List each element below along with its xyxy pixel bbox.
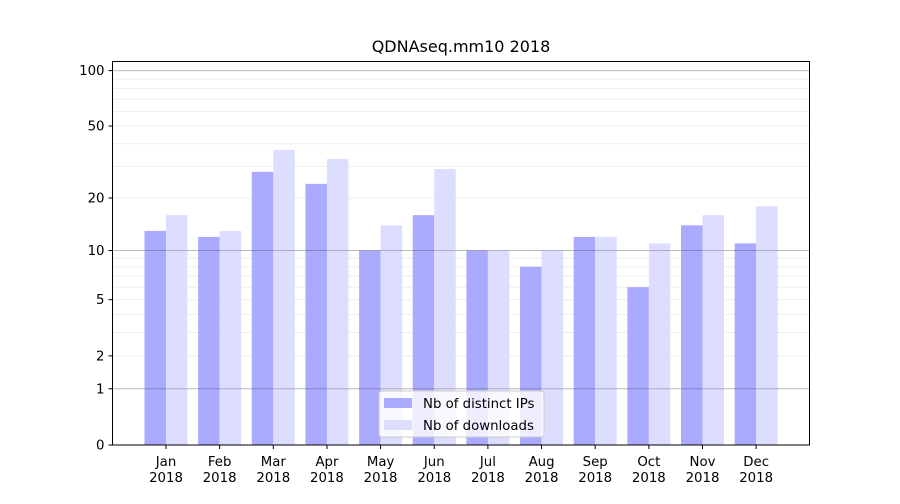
y-tick-label: 20 <box>88 192 105 207</box>
x-tick-label-month: Nov <box>690 455 716 470</box>
y-tick-label: 1 <box>96 382 104 397</box>
x-tick-label-year: 2018 <box>203 471 237 486</box>
x-tick-label-year: 2018 <box>578 471 612 486</box>
x-tick-label-month: Jan <box>155 455 177 470</box>
legend: Nb of distinct IPs Nb of downloads <box>378 390 545 438</box>
bar-downloads <box>541 250 564 445</box>
bar-distinct-ips <box>627 287 649 445</box>
bar-distinct-ips <box>359 250 381 445</box>
x-tick-label-year: 2018 <box>364 471 398 486</box>
bar-distinct-ips <box>734 243 757 445</box>
x-tick-label-month: Jun <box>423 455 445 470</box>
bar-downloads <box>273 149 295 445</box>
x-tick-label-year: 2018 <box>632 471 666 486</box>
y-tick-label: 10 <box>88 244 105 259</box>
x-tick-label-year: 2018 <box>149 471 183 486</box>
bar-downloads <box>595 236 617 445</box>
major-gridlines <box>112 70 810 390</box>
bar-distinct-ips <box>198 236 220 445</box>
x-tick-label-year: 2018 <box>471 471 505 486</box>
bar-downloads <box>756 206 778 445</box>
x-tick-label-month: Mar <box>261 455 287 470</box>
legend-label-downloads: Nb of downloads <box>423 419 534 434</box>
x-tick-label-year: 2018 <box>525 471 559 486</box>
x-tick-label-year: 2018 <box>417 471 451 486</box>
bar-downloads <box>326 158 349 445</box>
x-tick-label-month: Feb <box>208 455 232 470</box>
x-tick-label-year: 2018 <box>310 471 344 486</box>
bar-downloads <box>166 215 188 445</box>
x-tick-label-year: 2018 <box>686 471 720 486</box>
y-tick-label: 100 <box>79 64 104 79</box>
bars <box>144 149 778 445</box>
legend-swatch-downloads <box>384 420 412 430</box>
x-tick-label-month: Oct <box>637 455 660 470</box>
bar-downloads <box>380 225 403 445</box>
x-tick-label-month: Aug <box>529 455 555 470</box>
legend-swatch-ips <box>384 398 412 408</box>
x-tick-label-year: 2018 <box>256 471 290 486</box>
x-tick-label-month: Apr <box>315 455 339 470</box>
x-tick-label-month: Jul <box>479 455 496 470</box>
bar-downloads <box>434 169 456 445</box>
x-tick-label-month: May <box>367 455 395 470</box>
y-tick-label: 2 <box>96 349 104 364</box>
bar-distinct-ips <box>305 183 327 445</box>
y-axis: 0 1 2 5 10 20 50 100 <box>79 64 113 454</box>
y-tick-label: 50 <box>88 120 105 135</box>
bar-distinct-ips <box>412 215 435 445</box>
bar-distinct-ips <box>251 171 274 445</box>
y-tick-label: 0 <box>96 439 104 454</box>
x-axis: Jan2018Feb2018Mar2018Apr2018May2018Jun20… <box>149 445 773 486</box>
legend-frame <box>378 390 545 438</box>
axes-frame <box>112 61 810 446</box>
bar-downloads <box>702 215 724 445</box>
bar-downloads <box>648 243 671 445</box>
bar-distinct-ips <box>144 230 166 445</box>
bar-downloads <box>219 230 242 445</box>
bar-distinct-ips <box>573 236 596 445</box>
x-tick-label-month: Sep <box>583 455 608 470</box>
chart-title: QDNAseq.mm10 2018 <box>372 37 551 56</box>
x-tick-label-year: 2018 <box>739 471 773 486</box>
y-tick-label: 5 <box>96 293 104 308</box>
x-tick-label-month: Dec <box>743 455 769 470</box>
bar-distinct-ips <box>681 225 703 445</box>
legend-label-ips: Nb of distinct IPs <box>423 397 535 412</box>
